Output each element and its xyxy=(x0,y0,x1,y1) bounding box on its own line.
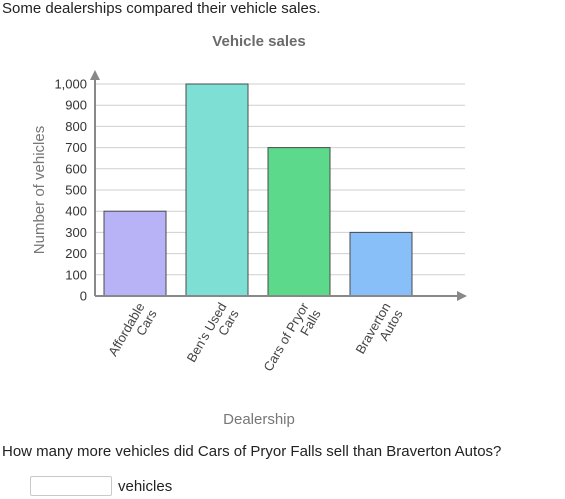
axes xyxy=(90,70,467,301)
x-axis-arrow xyxy=(457,291,467,301)
bar xyxy=(185,83,249,297)
y-tick-label: 0 xyxy=(80,289,87,304)
y-tick-label: 500 xyxy=(65,183,87,198)
bar-chart: Vehicle sales 0 100 200 300 400 500 600 700 800 9… xyxy=(31,33,467,428)
question-text: How many more vehicles did Cars of Pryor… xyxy=(2,443,502,460)
bar xyxy=(267,147,331,297)
x-tick-label: Ben's UsedCars xyxy=(184,300,242,372)
intro-text: Some dealerships compared their vehicle … xyxy=(2,0,321,17)
y-tick-label: 600 xyxy=(65,161,87,176)
x-axis-label: Dealership xyxy=(223,411,295,428)
x-tick-label: AffordableCars xyxy=(105,300,160,366)
bar xyxy=(103,210,167,297)
bars xyxy=(103,83,413,297)
x-tick-label-line: Cars of Pryor xyxy=(260,299,312,373)
answer-input[interactable] xyxy=(30,476,112,496)
y-tick-label: 900 xyxy=(65,98,87,113)
y-tick-label: 700 xyxy=(65,140,87,155)
answer-unit: vehicles xyxy=(118,477,173,495)
y-tick-labels: 0 100 200 300 400 500 600 700 800 900 1,000 xyxy=(54,77,87,304)
y-tick-label: 300 xyxy=(65,225,87,240)
y-tick-label: 200 xyxy=(65,246,87,261)
x-tick-label: Cars of PryorFalls xyxy=(260,299,324,380)
y-tick-label: 100 xyxy=(65,267,87,282)
y-axis-arrow xyxy=(90,70,100,80)
x-tick-label: BravertonAutos xyxy=(352,300,406,364)
y-axis-label: Number of vehicles xyxy=(31,126,48,254)
x-tick-labels: AffordableCars Ben's UsedCars Cars of Pryo… xyxy=(105,299,406,380)
y-tick-label: 1,000 xyxy=(54,77,87,92)
y-tick-label: 800 xyxy=(65,119,87,134)
answer-row: vehicles xyxy=(30,476,172,496)
y-tick-label: 400 xyxy=(65,204,87,219)
chart-title: Vehicle sales xyxy=(212,33,305,50)
bar xyxy=(349,231,413,297)
